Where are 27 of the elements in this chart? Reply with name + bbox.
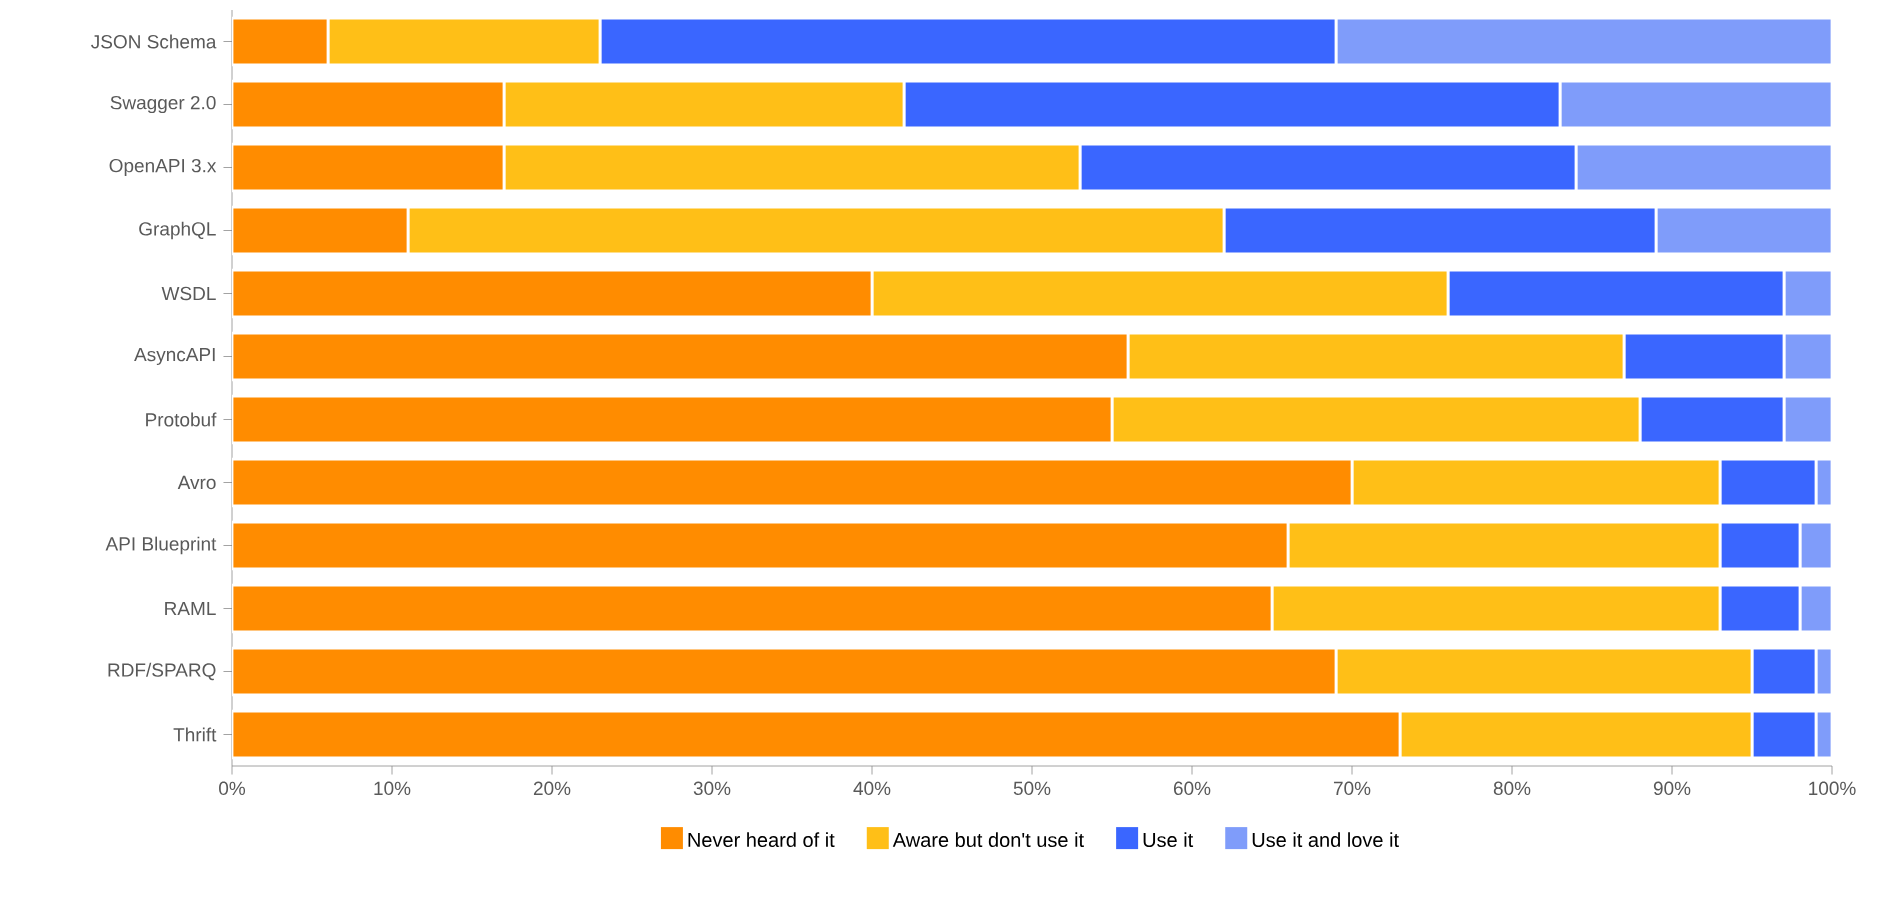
x-tick-label: 50% [1013,781,1051,796]
y-tick-label: Thrift [173,727,217,742]
x-tick-label: 70% [1333,781,1371,796]
x-tick-label: 90% [1653,781,1691,796]
legend-label: Never heard of it [688,832,835,848]
x-tick-label: 30% [693,781,731,796]
x-tick-label: 80% [1493,781,1531,796]
y-tick-label: API Blueprint [105,536,217,555]
x-tick-label: 10% [374,781,411,796]
y-tick-label: JSON Schema [91,34,217,49]
y-tick-label: AsyncAPI [134,347,215,366]
x-tick-label: 60% [1173,781,1211,796]
y-tick-label: Swagger 2.0 [110,95,216,114]
y-tick-label: RAML [165,601,216,616]
x-tick-label: 20% [533,781,571,796]
y-tick-label: OpenAPI 3.x [109,158,217,177]
y-tick-label: WSDL [161,286,216,301]
y-tick-label: Avro [177,475,216,490]
legend-label: Use it and love it [1252,832,1399,848]
y-tick-label: RDF/SPARQ [108,662,216,681]
legend-label: Aware but don't use it [892,832,1084,848]
x-tick-label: 100% [1809,781,1856,796]
y-tick-label: Protobuf [146,412,217,427]
x-tick-label: 40% [853,781,891,796]
legend-label: Use it [1143,832,1194,848]
x-tick-label: 0% [219,781,246,796]
y-tick-label: GraphQL [139,221,216,240]
